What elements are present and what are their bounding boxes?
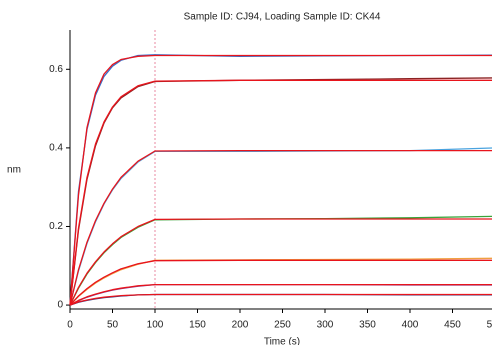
x-tick-label: 0 <box>67 320 73 331</box>
y-tick-label: 0.4 <box>49 143 63 154</box>
y-tick-label: 0.2 <box>49 221 63 232</box>
x-tick-label: 400 <box>402 320 419 331</box>
series-line <box>69 79 492 306</box>
x-tick-label: 200 <box>232 320 249 331</box>
series-line <box>69 293 492 306</box>
x-axis-label: Time (s) <box>264 337 300 345</box>
y-tick-label: 0 <box>57 300 63 311</box>
series-line <box>69 54 492 306</box>
x-tick-label: 100 <box>147 320 164 331</box>
x-tick-label: 350 <box>359 320 376 331</box>
y-axis-label: nm <box>7 165 21 176</box>
series-line <box>69 147 492 306</box>
y-tick-label: 0.6 <box>49 64 63 75</box>
x-tick-label: 250 <box>274 320 291 331</box>
chart-title: Sample ID: CJ94, Loading Sample ID: CK44 <box>184 12 381 23</box>
series-line <box>69 283 492 306</box>
series-line <box>69 54 492 306</box>
x-tick-label: 50 <box>107 320 119 331</box>
x-tick-label: 500 <box>487 320 492 331</box>
series-line <box>69 77 492 306</box>
series-line <box>69 149 492 306</box>
series-line <box>69 293 492 306</box>
x-tick-label: 300 <box>317 320 334 331</box>
series-line <box>69 218 492 306</box>
x-tick-label: 450 <box>444 320 461 331</box>
series-line <box>69 259 492 306</box>
x-tick-label: 150 <box>189 320 206 331</box>
